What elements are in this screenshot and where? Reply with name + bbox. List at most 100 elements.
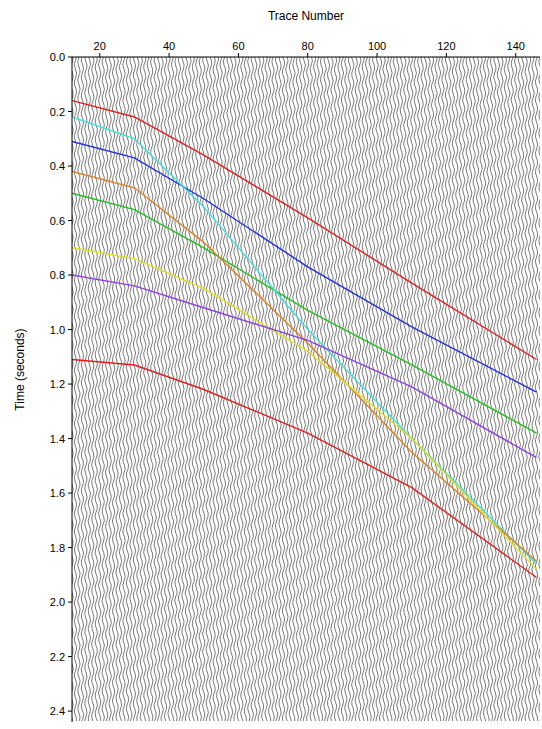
wiggle-trace	[338, 57, 340, 721]
wiggle-trace	[501, 57, 503, 721]
wiggle-trace	[72, 57, 73, 721]
wiggle-trace	[320, 57, 322, 721]
wiggle-trace	[220, 57, 222, 721]
wiggle-trace	[216, 57, 218, 721]
wiggle-trace	[535, 57, 537, 721]
wiggle-trace	[241, 57, 243, 721]
wiggle-trace	[81, 57, 83, 721]
wiggle-trace	[85, 57, 87, 721]
wiggle-trace	[99, 57, 101, 721]
trace-texture	[72, 57, 540, 721]
wiggle-trace	[223, 57, 225, 721]
picked-curve	[72, 275, 537, 458]
picked-curve	[72, 193, 537, 433]
wiggle-trace	[449, 57, 451, 721]
wiggle-trace	[268, 57, 270, 721]
x-tick	[446, 53, 447, 57]
wiggle-trace	[102, 57, 104, 721]
y-tick-label: 1.8	[50, 542, 65, 554]
y-tick-label: 1.2	[50, 378, 65, 390]
wiggle-trace	[140, 57, 142, 721]
picked-curve	[72, 171, 537, 561]
wiggle-trace	[476, 57, 478, 721]
wiggle-trace	[248, 57, 250, 721]
wiggle-trace	[366, 57, 368, 721]
wiggle-trace	[293, 57, 295, 721]
wiggle-trace	[88, 57, 90, 721]
x-tick-label: 80	[302, 40, 314, 52]
wiggle-trace	[459, 57, 461, 721]
y-tick	[68, 602, 72, 603]
wiggle-trace	[192, 57, 194, 721]
wiggle-trace	[227, 57, 229, 721]
wiggle-trace	[383, 57, 385, 721]
wiggle-trace	[515, 57, 517, 721]
wiggle-trace	[262, 57, 264, 721]
picked-curve	[72, 360, 537, 578]
y-axis-title: Time (seconds)	[13, 328, 27, 410]
wiggle-trace	[265, 57, 267, 721]
wiggle-trace	[182, 57, 184, 721]
wiggle-trace	[112, 57, 114, 721]
wiggle-trace	[106, 57, 108, 721]
wiggle-trace	[424, 57, 426, 721]
y-tick	[68, 656, 72, 657]
wiggle-trace	[258, 57, 260, 721]
wiggle-trace	[175, 57, 177, 721]
y-tick	[68, 438, 72, 439]
wiggle-trace	[334, 57, 336, 721]
wiggle-trace	[289, 57, 291, 721]
wiggle-trace	[213, 57, 215, 721]
wiggle-trace	[442, 57, 444, 721]
wiggle-trace	[164, 57, 166, 721]
y-tick	[68, 111, 72, 112]
y-tick-label: 1.4	[50, 433, 65, 445]
wiggle-trace	[539, 57, 540, 721]
wiggle-trace	[331, 57, 333, 721]
wiggle-trace	[189, 57, 191, 721]
wiggle-trace	[508, 57, 510, 721]
wiggle-trace	[310, 57, 312, 721]
wiggle-trace	[237, 57, 239, 721]
wiggle-trace	[286, 57, 288, 721]
wiggle-trace	[272, 57, 274, 721]
x-tick-label: 40	[163, 40, 175, 52]
wiggle-trace	[428, 57, 430, 721]
wiggle-trace	[483, 57, 485, 721]
wiggle-trace	[466, 57, 468, 721]
wiggle-trace	[314, 57, 316, 721]
curves	[72, 101, 537, 578]
y-tick-label: 2.2	[50, 651, 65, 663]
y-tick	[68, 384, 72, 385]
wiggle-trace	[327, 57, 329, 721]
wiggle-trace	[196, 57, 198, 721]
x-tick-label: 140	[507, 40, 525, 52]
wiggle-trace	[168, 57, 170, 721]
x-tick	[169, 53, 170, 57]
picked-curve	[72, 101, 537, 360]
wiggle-trace	[376, 57, 378, 721]
wiggle-trace	[431, 57, 433, 721]
wiggle-trace	[397, 57, 399, 721]
wiggle-trace	[116, 57, 118, 721]
wiggle-trace	[379, 57, 381, 721]
wiggle-trace	[144, 57, 146, 721]
y-tick	[68, 711, 72, 712]
wiggle-trace	[161, 57, 163, 721]
wiggle-trace	[185, 57, 187, 721]
wiggle-trace	[74, 57, 76, 721]
wiggle-trace	[303, 57, 305, 721]
wiggle-trace	[525, 57, 527, 721]
wiggle-trace	[345, 57, 347, 721]
wiggle-trace	[438, 57, 440, 721]
wiggle-trace	[390, 57, 392, 721]
y-tick-label: 0.8	[50, 269, 65, 281]
wiggle-trace	[178, 57, 180, 721]
wiggle-trace	[473, 57, 475, 721]
wiggle-trace	[109, 57, 111, 721]
y-tick-label: 2.0	[50, 596, 65, 608]
picked-curve	[72, 248, 537, 570]
wiggle-trace	[497, 57, 499, 721]
y-tick-label: 1.0	[50, 324, 65, 336]
wiggle-trace	[296, 57, 298, 721]
